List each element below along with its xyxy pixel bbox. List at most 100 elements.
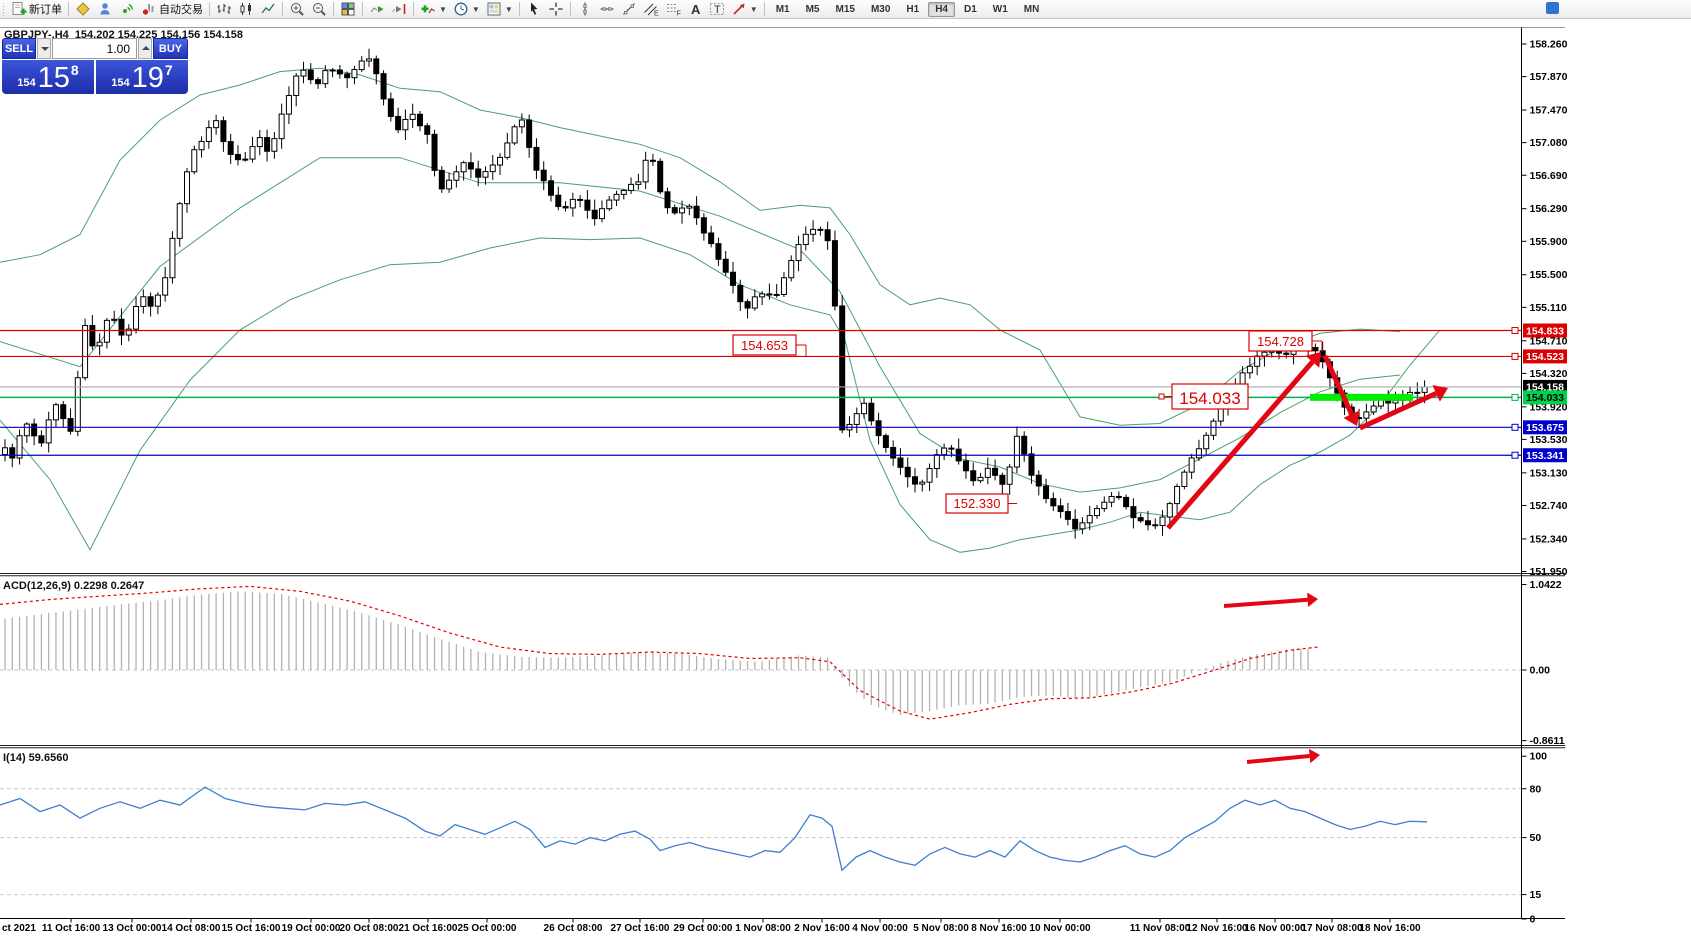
autotrade-button[interactable]: 自动交易 bbox=[138, 0, 206, 18]
trend-arrow-head[interactable] bbox=[1305, 352, 1321, 368]
svg-text:29 Oct 00:00: 29 Oct 00:00 bbox=[674, 923, 733, 934]
price-annotation[interactable]: 154.653 bbox=[732, 334, 807, 356]
buy-price-big: 19 bbox=[131, 62, 164, 94]
community-button[interactable] bbox=[94, 0, 116, 18]
line-chart-button[interactable] bbox=[257, 0, 279, 18]
svg-text:154.033: 154.033 bbox=[1179, 389, 1240, 408]
svg-text:E: E bbox=[654, 11, 659, 18]
svg-text:16 Nov 00:00: 16 Nov 00:00 bbox=[1244, 923, 1306, 934]
signals-button[interactable] bbox=[116, 0, 138, 18]
panel-splitter-macd[interactable] bbox=[0, 573, 1565, 577]
periods-button[interactable]: ▼ bbox=[450, 0, 483, 18]
svg-text:156.290: 156.290 bbox=[1530, 203, 1568, 215]
trend-arrow[interactable] bbox=[1223, 597, 1308, 608]
candle-chart-button[interactable] bbox=[235, 0, 257, 18]
timeframe-m5[interactable]: M5 bbox=[805, 3, 820, 15]
svg-text:1.0422: 1.0422 bbox=[1530, 579, 1562, 591]
trend-arrow[interactable] bbox=[1358, 391, 1438, 431]
price-axis[interactable]: 158.260 157.870 157.470 157.080 156.690 156.2… bbox=[1511, 39, 1568, 926]
autotrade-label: 自动交易 bbox=[159, 4, 203, 16]
timeframe-mn[interactable]: MN bbox=[1023, 3, 1040, 15]
trend-arrow-head[interactable] bbox=[1307, 592, 1318, 607]
panel-splitter-rsi[interactable] bbox=[0, 745, 1565, 749]
timeframe-d1[interactable]: D1 bbox=[964, 3, 977, 15]
auto-scroll-button[interactable] bbox=[366, 0, 388, 18]
price-annotation[interactable]: 154.728 bbox=[1248, 330, 1323, 352]
svg-text:18 Nov 16:00: 18 Nov 16:00 bbox=[1359, 923, 1421, 934]
fibonacci-button[interactable]: F bbox=[662, 0, 684, 18]
level-anchor[interactable] bbox=[1511, 423, 1519, 431]
timeframe-m15[interactable]: M15 bbox=[835, 3, 855, 15]
metaeditor-icon bbox=[75, 1, 91, 17]
trend-arrow[interactable] bbox=[1322, 354, 1354, 416]
toolbar-separator bbox=[362, 2, 363, 16]
crosshair-button[interactable] bbox=[545, 0, 567, 18]
buy-price-panel[interactable]: 154 19 7 bbox=[96, 60, 188, 94]
trend-arrow-head[interactable] bbox=[1432, 385, 1448, 402]
text-button[interactable]: A bbox=[684, 0, 706, 18]
timeframe-m30[interactable]: M30 bbox=[870, 3, 891, 15]
zoom-in-button[interactable] bbox=[286, 0, 308, 18]
zoom-in-icon bbox=[289, 1, 305, 17]
text-icon: A bbox=[687, 1, 703, 17]
hline-icon bbox=[599, 1, 615, 17]
volume-increase-button[interactable] bbox=[138, 38, 152, 59]
trend-arrow-head[interactable] bbox=[1343, 410, 1360, 426]
arrows-dropdown[interactable]: ▼ bbox=[749, 4, 758, 14]
svg-text:25 Oct 00:00: 25 Oct 00:00 bbox=[458, 923, 517, 934]
sell-price-panel[interactable]: 154 15 8 bbox=[2, 60, 94, 94]
trend-arrow-head[interactable] bbox=[1308, 748, 1320, 764]
toolbar-separator bbox=[333, 2, 334, 16]
new-order-button[interactable]: 新订单 bbox=[8, 0, 65, 18]
sell-button[interactable]: SELL bbox=[2, 38, 36, 59]
bar-chart-button[interactable] bbox=[213, 0, 235, 18]
metaeditor-button[interactable] bbox=[72, 0, 94, 18]
window-icon[interactable] bbox=[1546, 2, 1559, 14]
text-label-button[interactable]: T bbox=[706, 0, 728, 18]
bollinger-bands bbox=[0, 67, 1441, 553]
arrows-button[interactable]: ▼ bbox=[728, 0, 761, 18]
templates-dropdown[interactable]: ▼ bbox=[504, 4, 513, 14]
svg-text:F: F bbox=[676, 11, 680, 18]
volume-input[interactable] bbox=[52, 38, 137, 59]
level-anchor[interactable] bbox=[1511, 393, 1519, 401]
time-axis[interactable]: ct 2021 11 Oct 16:00 13 Oct 00:00 14 Oct 08… bbox=[2, 918, 1421, 935]
macd-label: ACD(12,26,9) 0.2298 0.2647 bbox=[3, 580, 144, 592]
zoom-out-button[interactable] bbox=[308, 0, 330, 18]
svg-text:151.950: 151.950 bbox=[1530, 566, 1568, 578]
level-anchor[interactable] bbox=[1511, 326, 1519, 334]
indicators-button[interactable]: ▼ bbox=[417, 0, 450, 18]
trendline-button[interactable] bbox=[618, 0, 640, 18]
volume-decrease-button[interactable] bbox=[37, 38, 51, 59]
svg-text:11 Nov 08:00: 11 Nov 08:00 bbox=[1130, 923, 1191, 934]
timeframe-h1[interactable]: H1 bbox=[906, 3, 920, 15]
price-annotation[interactable]: 152.330 bbox=[945, 493, 1017, 514]
highlight-bar[interactable] bbox=[1310, 393, 1413, 401]
svg-text:154.653: 154.653 bbox=[741, 338, 788, 353]
zoom-out-icon bbox=[311, 1, 327, 17]
level-anchor[interactable] bbox=[1511, 352, 1519, 360]
timeframe-h4[interactable]: H4 bbox=[928, 1, 955, 17]
trend-arrow[interactable] bbox=[1246, 754, 1310, 764]
timeframe-w1[interactable]: W1 bbox=[992, 3, 1008, 15]
hline-button[interactable] bbox=[596, 0, 618, 18]
trend-arrow[interactable] bbox=[1166, 360, 1315, 530]
toolbar-grip[interactable] bbox=[2, 2, 6, 16]
templates-button[interactable]: ▼ bbox=[483, 0, 516, 18]
bar-chart-icon bbox=[216, 1, 232, 17]
buy-button[interactable]: BUY bbox=[153, 38, 188, 59]
chart-background bbox=[0, 18, 1691, 937]
chart-shift-button[interactable] bbox=[388, 0, 410, 18]
indicators-dropdown[interactable]: ▼ bbox=[439, 4, 447, 14]
svg-text:11 Oct 16:00: 11 Oct 16:00 bbox=[42, 923, 101, 934]
vline-button[interactable] bbox=[574, 0, 596, 18]
timeframe-m1[interactable]: M1 bbox=[775, 3, 790, 15]
cursor-button[interactable] bbox=[523, 0, 545, 18]
level-anchor[interactable] bbox=[1511, 451, 1519, 459]
periods-dropdown[interactable]: ▼ bbox=[471, 4, 480, 14]
svg-text:157.080: 157.080 bbox=[1530, 137, 1568, 149]
tile-windows-button[interactable] bbox=[337, 0, 359, 18]
channel-button[interactable]: E bbox=[640, 0, 662, 18]
price-annotation[interactable]: 154.033 bbox=[1158, 383, 1249, 410]
